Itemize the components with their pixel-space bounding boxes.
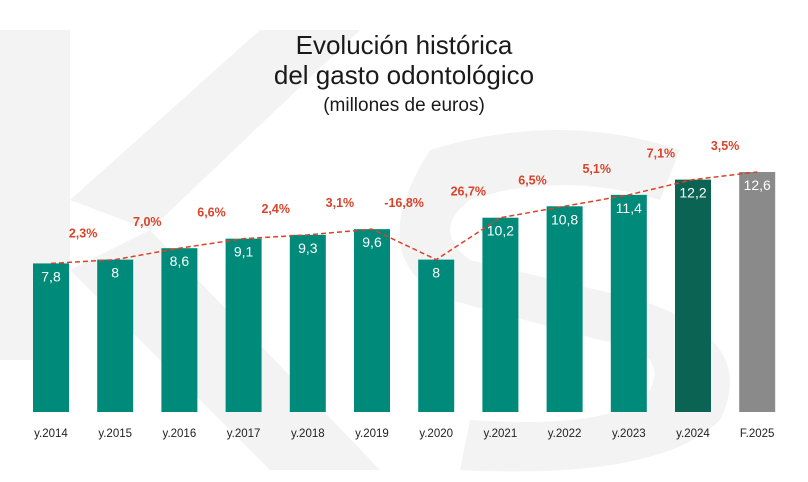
x-tick-label-y.2015: y.2015 [98,428,132,440]
bar-y.2022 [546,206,583,412]
growth-label-y.2019: 3,1% [326,196,355,210]
x-tick-label-y.2023: y.2023 [612,428,646,440]
bar-y.2015 [97,259,134,412]
x-tick-label-y.2022: y.2022 [548,428,582,440]
bar-y.2018 [289,234,326,412]
bar-y.2016 [161,248,198,412]
x-tick-label-F.2025: F.2025 [740,428,775,440]
growth-label-y.2017: 6,6% [197,206,226,220]
growth-label-y.2015: 2,3% [69,227,98,241]
value-label-y.2019: 9,6 [362,234,382,250]
value-label-y.2022: 10,8 [551,211,578,227]
growth-label-y.2023: 5,1% [582,162,611,176]
bar-F.2025 [739,172,776,412]
bar-y.2021 [482,217,519,412]
x-tick-label-y.2020: y.2020 [419,428,453,440]
bar-y.2019 [354,229,390,412]
value-label-y.2021: 10,2 [487,223,514,239]
value-label-y.2018: 9,3 [298,240,318,256]
chart-subtitle: (millones de euros) [323,95,485,116]
x-tick-label-y.2019: y.2019 [355,428,389,440]
x-tick-label-y.2014: y.2014 [34,428,68,440]
value-label-y.2020: 8 [432,265,440,281]
growth-label-y.2022: 6,5% [518,173,547,187]
value-label-y.2014: 7,8 [41,268,61,284]
x-tick-label-y.2017: y.2017 [227,428,261,440]
x-tick-label-y.2018: y.2018 [291,428,325,440]
value-label-y.2024: 12,2 [679,185,706,201]
value-label-y.2016: 8,6 [170,253,190,269]
growth-label-y.2018: 2,4% [261,202,290,216]
bar-y.2020 [418,259,455,412]
x-tick-label-y.2021: y.2021 [484,428,518,440]
x-tick-label-y.2024: y.2024 [676,428,710,440]
value-label-y.2023: 11,4 [616,200,642,216]
value-label-F.2025: 12,6 [744,177,771,193]
trend-line [50,171,758,265]
chart-title-block: Evolución histórica del gasto odontológi… [0,30,808,120]
growth-label-y.2024: 7,1% [647,147,676,161]
growth-label-y.2016: 7,0% [133,215,162,229]
bar-y.2023 [610,194,647,412]
value-label-y.2017: 9,1 [234,244,254,260]
growth-label-F.2025: 3,5% [711,139,740,153]
chart-title-line-2: del gasto odontológico [273,60,535,90]
bar-y.2017 [225,238,262,412]
x-tick-label-y.2016: y.2016 [163,428,197,440]
bar-y.2014 [33,263,69,412]
chart-title-line-1: Evolución histórica [295,30,513,60]
bar-y.2024 [675,179,711,412]
growth-label-y.2021: 26,7% [451,185,486,199]
value-label-y.2015: 8 [111,265,119,281]
growth-label-y.2020: -16,8% [384,196,424,210]
